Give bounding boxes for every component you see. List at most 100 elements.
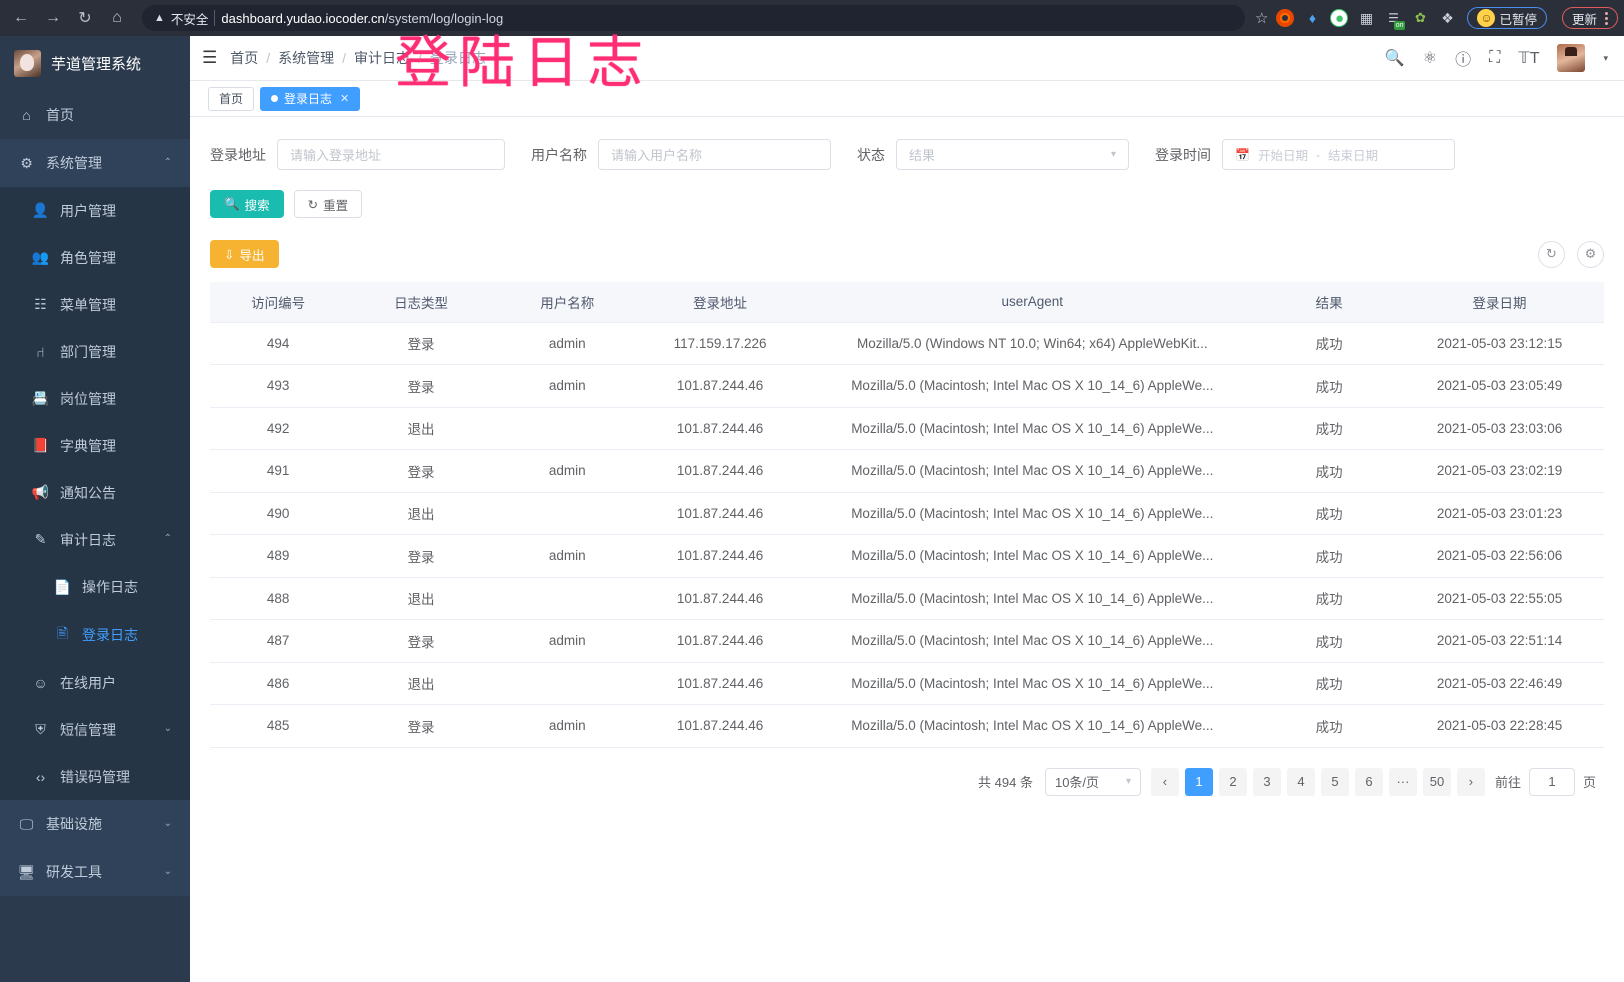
table-row[interactable]: 487 登录 admin 101.87.244.46 Mozilla/5.0 (Maci… — [210, 619, 1604, 663]
cell-visit-id: 491 — [210, 449, 347, 493]
login-time-daterange[interactable]: 📅 开始日期 - 结束日期 — [1222, 139, 1455, 170]
reset-button[interactable]: ↻ 重置 — [293, 190, 363, 218]
back-arrow-icon[interactable]: ← — [13, 9, 29, 26]
help-icon[interactable]: ⓘ — [1455, 52, 1472, 69]
wechat-extension-icon[interactable]: ● — [1330, 9, 1349, 27]
jump-page-input[interactable]: 1 — [1528, 767, 1575, 796]
github-icon[interactable]: ⚛ — [1422, 50, 1438, 67]
sidebar-item-基础设施[interactable]: 🖵 基础设施 ⌄ — [0, 800, 190, 848]
table-row[interactable]: 491 登录 admin 101.87.244.46 Mozilla/5.0 (Maci… — [210, 449, 1604, 493]
close-icon[interactable]: ✕ — [340, 93, 350, 105]
chevron-toggle-icon[interactable]: ⌃ — [163, 156, 172, 168]
forward-arrow-icon[interactable]: → — [45, 9, 61, 26]
grid-extension-icon[interactable]: ▦ — [1359, 9, 1374, 26]
table-row[interactable]: 490 退出 101.87.244.46 Mozilla/5.0 (Macintosh… — [210, 492, 1604, 535]
org-tree-icon: ⑁ — [36, 343, 45, 360]
sidebar-logo[interactable]: 芋道管理系统 — [0, 41, 190, 85]
list-extension-icon[interactable]: ☰ on — [1388, 11, 1406, 30]
page-button-50[interactable]: 50 — [1422, 767, 1451, 796]
tab-home[interactable]: 首页 — [208, 86, 255, 111]
table-row[interactable]: 488 退出 101.87.244.46 Mozilla/5.0 (Macintosh… — [210, 577, 1604, 620]
cell-login-date: 2021-05-03 22:46:49 — [1395, 662, 1604, 705]
chevron-toggle-icon[interactable]: ⌄ — [163, 723, 172, 734]
chevron-toggle-icon[interactable]: ⌄ — [163, 817, 172, 829]
page-size-select[interactable]: 10条/页 ▾ — [1044, 767, 1141, 796]
sidebar-item-研发工具[interactable]: 🖥 研发工具 ⌄ — [0, 848, 190, 896]
sidebar-item-部门管理[interactable]: ⑁ 部门管理 — [0, 328, 190, 375]
refresh-circle-icon[interactable]: ↻ — [1538, 240, 1565, 268]
table-row[interactable]: 494 登录 admin 117.159.17.226 Mozilla/5.0 (Win… — [210, 322, 1604, 365]
cell-user-name: admin — [495, 322, 639, 365]
tab-login-log[interactable]: 登录日志 ✕ — [260, 86, 361, 111]
breadcrumb-item-2[interactable]: 审计日志 — [354, 50, 411, 66]
table-row[interactable]: 486 退出 101.87.244.46 Mozilla/5.0 (Macintosh… — [210, 662, 1604, 705]
sidebar-item-短信管理[interactable]: ⛨ 短信管理 ⌄ — [0, 706, 190, 753]
search-icon[interactable]: 🔍 — [1384, 50, 1405, 67]
page-button-4[interactable]: 4 — [1286, 767, 1315, 796]
font-size-icon[interactable]: 𝕋T — [1518, 50, 1540, 67]
cell-user-agent: Mozilla/5.0 (Macintosh; Intel Mac OS X 1… — [801, 704, 1264, 748]
sidebar-item-通知公告[interactable]: 📢 通知公告 — [0, 469, 190, 516]
tool-icon: 🖥 — [17, 863, 36, 880]
cell-login-address: 101.87.244.46 — [638, 407, 802, 450]
home-icon[interactable]: ⌂ — [112, 9, 122, 26]
paused-badge[interactable]: ☺ 已暂停 — [1467, 7, 1547, 29]
table-row[interactable]: 492 退出 101.87.244.46 Mozilla/5.0 (Macintosh… — [210, 407, 1604, 450]
opera-extension-icon[interactable] — [1276, 9, 1295, 27]
cell-login-address: 101.87.244.46 — [638, 704, 802, 748]
sidebar-item-错误码管理[interactable]: ‹› 错误码管理 — [0, 753, 190, 800]
sidebar-item-登录日志[interactable]: 🖹 登录日志 — [0, 611, 190, 659]
page-button-1[interactable]: 1 — [1184, 767, 1213, 796]
breadcrumb-item-1[interactable]: 系统管理 — [278, 50, 335, 66]
page-button-3[interactable]: 3 — [1252, 767, 1281, 796]
page-button-2[interactable]: 2 — [1218, 767, 1247, 796]
sidebar-item-系统管理[interactable]: ⚙ 系统管理 ⌃ — [0, 139, 190, 187]
sidebar-item-操作日志[interactable]: 📄 操作日志 — [0, 563, 190, 611]
breadcrumb-item-0[interactable]: 首页 — [230, 50, 259, 66]
cell-result: 成功 — [1263, 619, 1396, 663]
user-name-input[interactable]: 请输入用户名称 — [598, 139, 831, 170]
puzzle-extension-icon[interactable]: ❖ — [1441, 9, 1454, 26]
fullscreen-icon[interactable]: ⛶ — [1489, 49, 1501, 66]
chevron-toggle-icon[interactable]: ⌄ — [163, 865, 172, 877]
export-button[interactable]: ⇩ 导出 — [210, 240, 279, 268]
sidebar-item-角色管理[interactable]: 👥 角色管理 — [0, 234, 190, 281]
bookmark-star-icon[interactable]: ☆ — [1255, 10, 1269, 27]
chevron-toggle-icon[interactable]: ⌃ — [163, 533, 172, 544]
hamburger-icon[interactable]: ☰ — [202, 48, 217, 67]
columns-settings-icon[interactable]: ⚙ — [1577, 240, 1604, 268]
table-row[interactable]: 489 登录 admin 101.87.244.46 Mozilla/5.0 (Maci… — [210, 534, 1604, 578]
page-ellipsis[interactable]: ··· — [1388, 767, 1417, 796]
next-page-button[interactable]: › — [1456, 767, 1485, 796]
leaf-extension-icon[interactable]: ✿ — [1415, 10, 1426, 25]
sidebar-item-label: 字典管理 — [60, 437, 116, 454]
sidebar-item-用户管理[interactable]: 👤 用户管理 — [0, 187, 190, 234]
reload-icon[interactable]: ↻ — [78, 10, 92, 27]
code-icon: ‹› — [35, 768, 46, 785]
diamond-extension-icon[interactable]: ♦ — [1308, 10, 1317, 26]
sidebar-item-在线用户[interactable]: ☺ 在线用户 — [0, 659, 190, 706]
address-bar[interactable]: ▲ 不安全 dashboard.yudao.iocoder.cn/system/… — [142, 5, 1246, 31]
search-button-label: 搜索 — [244, 198, 270, 213]
gear-icon: ⚙ — [20, 154, 33, 171]
login-time-label: 登录时间 — [1155, 146, 1211, 163]
table-row[interactable]: 485 登录 admin 101.87.244.46 Mozilla/5.0 (Maci… — [210, 704, 1604, 748]
avatar[interactable] — [1557, 44, 1586, 72]
sidebar-item-岗位管理[interactable]: 📇 岗位管理 — [0, 375, 190, 422]
sidebar-item-首页[interactable]: ⌂ 首页 — [0, 91, 190, 139]
sidebar-item-字典管理[interactable]: 📕 字典管理 — [0, 422, 190, 469]
page-button-5[interactable]: 5 — [1320, 767, 1349, 796]
sidebar-item-菜单管理[interactable]: ☷ 菜单管理 — [0, 281, 190, 328]
chevron-down-icon[interactable]: ▾ — [1603, 52, 1608, 63]
cell-login-address: 101.87.244.46 — [638, 662, 802, 705]
update-badge[interactable]: 更新 — [1561, 7, 1618, 29]
table-row[interactable]: 493 登录 admin 101.87.244.46 Mozilla/5.0 (Maci… — [210, 364, 1604, 408]
search-button[interactable]: 🔍 搜索 — [210, 190, 284, 218]
sidebar-item-审计日志[interactable]: ✎ 审计日志 ⌃ — [0, 516, 190, 563]
kebab-menu-icon[interactable] — [1605, 11, 1608, 25]
page-button-6[interactable]: 6 — [1354, 767, 1383, 796]
prev-page-button[interactable]: ‹ — [1150, 767, 1179, 796]
login-address-input[interactable]: 请输入登录地址 — [277, 139, 505, 170]
filter-status: 状态 结果 ▾ — [857, 139, 1129, 170]
status-select[interactable]: 结果 ▾ — [896, 139, 1129, 170]
